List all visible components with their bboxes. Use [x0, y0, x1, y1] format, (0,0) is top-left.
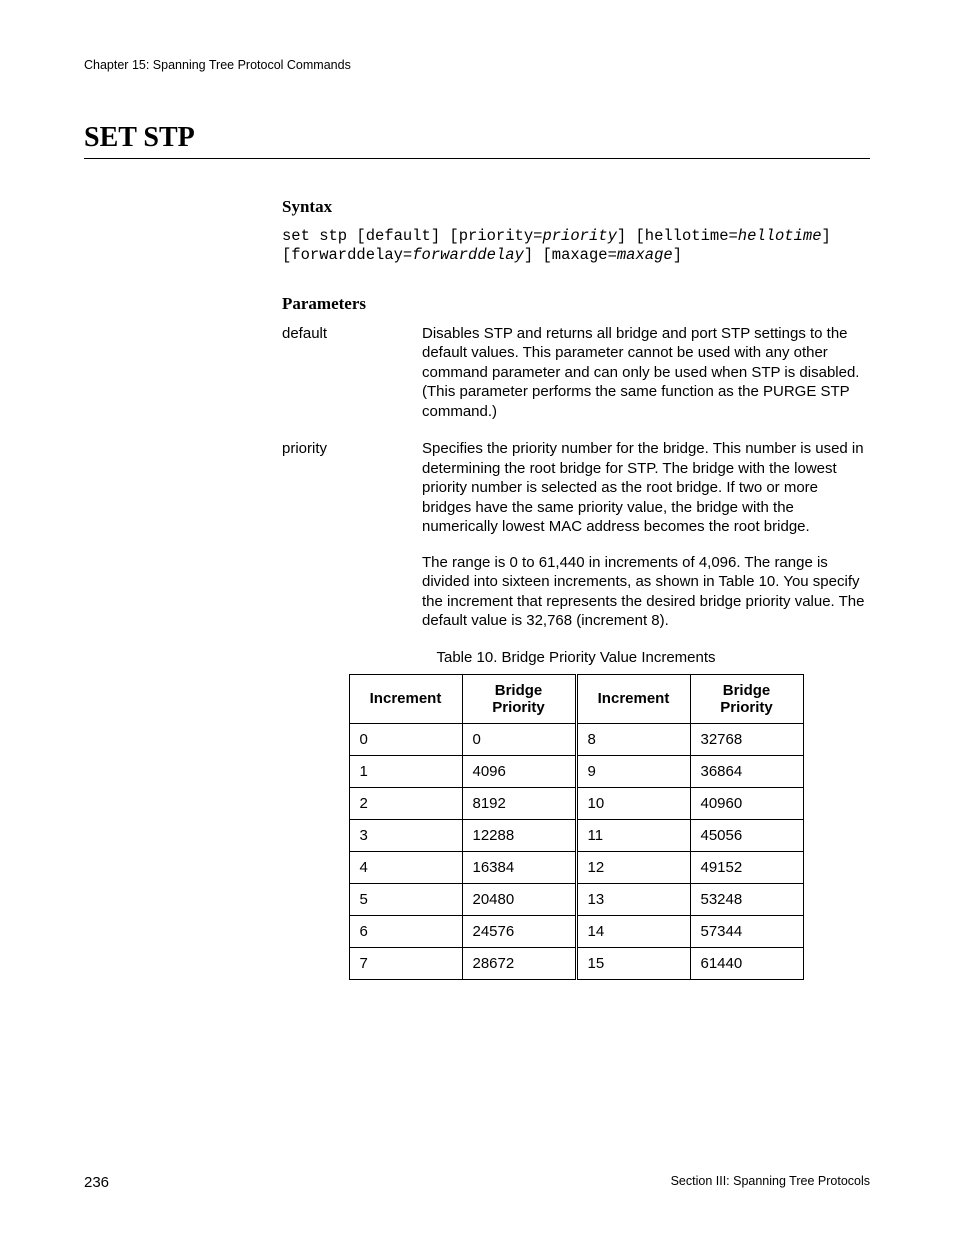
table-cell: 4096 [462, 755, 576, 787]
table-row: 4163841249152 [349, 851, 803, 883]
table-header: Bridge Priority [690, 674, 803, 723]
table-cell: 3 [349, 819, 462, 851]
page-number: 236 [84, 1174, 109, 1191]
parameter-paragraph: Disables STP and returns all bridge and … [422, 324, 870, 422]
table-header-row: Increment Bridge Priority Increment Brid… [349, 674, 803, 723]
footer-section: Section III: Spanning Tree Protocols [671, 1174, 870, 1191]
table-cell: 61440 [690, 947, 803, 979]
syntax-variable: hellotime [738, 227, 822, 245]
page: Chapter 15: Spanning Tree Protocol Comma… [0, 0, 954, 1235]
syntax-variable: forwarddelay [412, 246, 524, 264]
table-row: 5204801353248 [349, 883, 803, 915]
parameter-name: priority [282, 439, 422, 631]
table-header: Increment [576, 674, 690, 723]
table-cell: 45056 [690, 819, 803, 851]
syntax-heading: Syntax [282, 197, 870, 217]
table-cell: 53248 [690, 883, 803, 915]
parameters-list: defaultDisables STP and returns all brid… [282, 324, 870, 631]
table-caption: Table 10. Bridge Priority Value Incremen… [282, 649, 870, 666]
table-cell: 7 [349, 947, 462, 979]
section-title: SET STP [84, 122, 870, 159]
parameter-name: default [282, 324, 422, 422]
table-header: Bridge Priority [462, 674, 576, 723]
table-row: 3122881145056 [349, 819, 803, 851]
table-cell: 11 [576, 819, 690, 851]
syntax-literal: ] [822, 227, 831, 245]
syntax-block: set stp [default] [priority=priority] [h… [282, 227, 870, 266]
table-cell: 0 [462, 723, 576, 755]
syntax-literal: ] [maxage= [524, 246, 617, 264]
table-cell: 15 [576, 947, 690, 979]
table-row: 7286721561440 [349, 947, 803, 979]
priority-table: Increment Bridge Priority Increment Brid… [349, 674, 804, 980]
parameter-paragraph: The range is 0 to 61,440 in increments o… [422, 553, 870, 631]
table-cell: 10 [576, 787, 690, 819]
syntax-literal: ] [673, 246, 682, 264]
table-cell: 13 [576, 883, 690, 915]
running-header: Chapter 15: Spanning Tree Protocol Comma… [84, 58, 870, 72]
table-cell: 28672 [462, 947, 576, 979]
table-cell: 5 [349, 883, 462, 915]
page-footer: 236 Section III: Spanning Tree Protocols [84, 1174, 870, 1191]
table-row: 281921040960 [349, 787, 803, 819]
syntax-literal: [forwarddelay= [282, 246, 412, 264]
table-cell: 49152 [690, 851, 803, 883]
table-cell: 2 [349, 787, 462, 819]
table-cell: 4 [349, 851, 462, 883]
table-cell: 57344 [690, 915, 803, 947]
table-cell: 8 [576, 723, 690, 755]
table-cell: 0 [349, 723, 462, 755]
syntax-variable: maxage [617, 246, 673, 264]
table-row: 6245761457344 [349, 915, 803, 947]
syntax-literal: ] [hellotime= [617, 227, 738, 245]
parameter-description: Disables STP and returns all bridge and … [422, 324, 870, 422]
table-cell: 9 [576, 755, 690, 787]
parameter-row: defaultDisables STP and returns all brid… [282, 324, 870, 422]
table-cell: 14 [576, 915, 690, 947]
table-cell: 36864 [690, 755, 803, 787]
table-cell: 12288 [462, 819, 576, 851]
table-cell: 8192 [462, 787, 576, 819]
table-cell: 20480 [462, 883, 576, 915]
table-row: 00832768 [349, 723, 803, 755]
table-cell: 6 [349, 915, 462, 947]
table-row: 14096936864 [349, 755, 803, 787]
table-cell: 24576 [462, 915, 576, 947]
table-cell: 40960 [690, 787, 803, 819]
parameter-paragraph: Specifies the priority number for the br… [422, 439, 870, 537]
parameter-description: Specifies the priority number for the br… [422, 439, 870, 631]
content-body: Syntax set stp [default] [priority=prior… [282, 197, 870, 980]
table-cell: 32768 [690, 723, 803, 755]
table-header: Increment [349, 674, 462, 723]
table-cell: 1 [349, 755, 462, 787]
table-cell: 12 [576, 851, 690, 883]
table-cell: 16384 [462, 851, 576, 883]
syntax-literal: set stp [default] [priority= [282, 227, 542, 245]
syntax-variable: priority [542, 227, 616, 245]
parameter-row: prioritySpecifies the priority number fo… [282, 439, 870, 631]
parameters-heading: Parameters [282, 294, 870, 314]
